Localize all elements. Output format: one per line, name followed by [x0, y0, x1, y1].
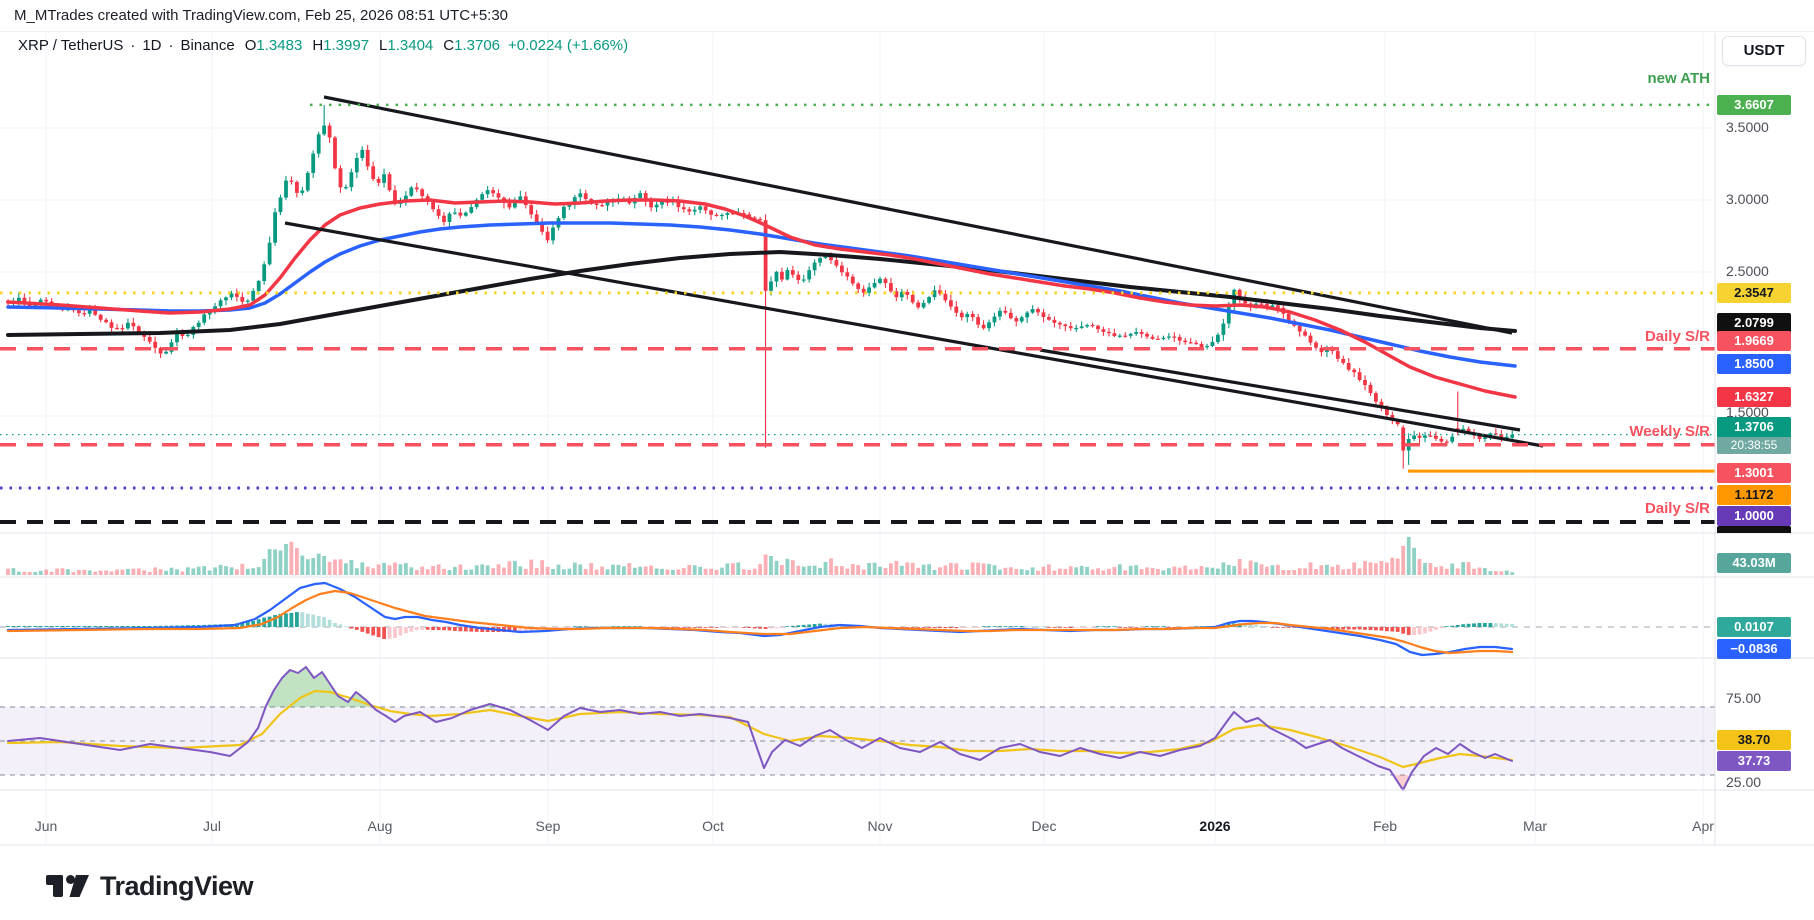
price-scale[interactable]	[1715, 33, 1814, 845]
price-badge-1.9669: 1.9669	[1717, 331, 1791, 351]
price-badge-partial	[1717, 526, 1791, 533]
rsi-badge-1: 37.73	[1717, 751, 1791, 771]
time-axis-label-Dec: Dec	[1031, 818, 1057, 834]
tradingview-logo[interactable]: TradingView	[46, 866, 254, 906]
price-badge-3.6607: 3.6607	[1717, 95, 1791, 115]
symbol-name[interactable]: XRP / TetherUS	[18, 37, 124, 54]
exchange-label[interactable]: Binance	[180, 37, 235, 54]
currency-toggle-button[interactable]: USDT	[1722, 36, 1806, 66]
interval-label[interactable]: 1D	[142, 37, 162, 54]
macd-badge-1: −0.0836	[1717, 639, 1791, 659]
ohlc-l: L1.3404	[379, 37, 434, 54]
header-separator-2: ·	[168, 37, 174, 54]
macd-badge-0: 0.0107	[1717, 617, 1791, 637]
time-axis-label-Nov: Nov	[867, 818, 893, 834]
price-badge-2.3547: 2.3547	[1717, 283, 1791, 303]
ohlc-h: H1.3997	[312, 37, 370, 54]
ohlc-values: O1.3483 H1.3997 L1.3404 C1.3706	[235, 37, 500, 54]
volume-badge: 43.03M	[1717, 553, 1791, 573]
time-axis-label-Feb: Feb	[1372, 818, 1398, 834]
time-axis-label-Mar: Mar	[1522, 818, 1548, 834]
price-badge-2.0799: 2.0799	[1717, 313, 1791, 333]
price-scale-label-2.5000: 2.5000	[1726, 263, 1769, 279]
current-price-badge: 1.3706 20:38:55	[1717, 417, 1791, 454]
chart-top-border	[0, 31, 1814, 32]
ohlc-c: C1.3706	[443, 37, 501, 54]
rsi-badge-0: 38.70	[1717, 730, 1791, 750]
time-axis-label-Oct: Oct	[702, 818, 724, 834]
rsi-scale-label-75.00: 75.00	[1726, 690, 1762, 706]
rsi-scale-label-25.00: 25.00	[1726, 774, 1762, 790]
attribution-text: M_MTrades created with TradingView.com, …	[14, 7, 509, 24]
price-badge-1.8500: 1.8500	[1717, 354, 1791, 374]
change-value: +0.0224 (+1.66%)	[508, 37, 629, 54]
symbol-header: XRP / TetherUS · 1D · Binance O1.3483 H1.3997 L…	[18, 37, 628, 54]
header-separator-1: ·	[130, 37, 136, 54]
bar-countdown: 20:38:55	[1717, 437, 1791, 454]
price-scale-label-3.0000: 3.0000	[1726, 191, 1769, 207]
price-badge-1.1172: 1.1172	[1717, 485, 1791, 505]
time-axis-label-Aug: Aug	[367, 818, 393, 834]
tradingview-logo-icon	[46, 875, 89, 897]
price-badge-1.0000: 1.0000	[1717, 506, 1791, 526]
line-label-weekly-s-r: Weekly S/R	[1629, 423, 1710, 440]
price-badge-1.6327: 1.6327	[1717, 387, 1791, 407]
line-label-daily-s-r: Daily S/R	[1644, 500, 1710, 517]
time-axis-label-Jul: Jul	[203, 818, 221, 834]
ohlc-o: O1.3483	[244, 37, 303, 54]
price-scale-label-1.5000: 1.5000	[1726, 404, 1769, 420]
price-scale-label-3.5000: 3.5000	[1726, 119, 1769, 135]
time-scale[interactable]	[0, 845, 1715, 885]
time-axis-label-Sep: Sep	[535, 818, 561, 834]
line-label-daily-s-r: Daily S/R	[1644, 328, 1710, 345]
time-axis-label-Jun: Jun	[34, 818, 58, 834]
line-label-new-ath: new ATH	[1647, 70, 1711, 87]
time-axis-label-Apr: Apr	[1692, 818, 1714, 834]
tradingview-logo-text: TradingView	[100, 870, 254, 901]
price-badge-1.3001: 1.3001	[1717, 463, 1791, 483]
time-axis-label-2026: 2026	[1199, 818, 1231, 834]
